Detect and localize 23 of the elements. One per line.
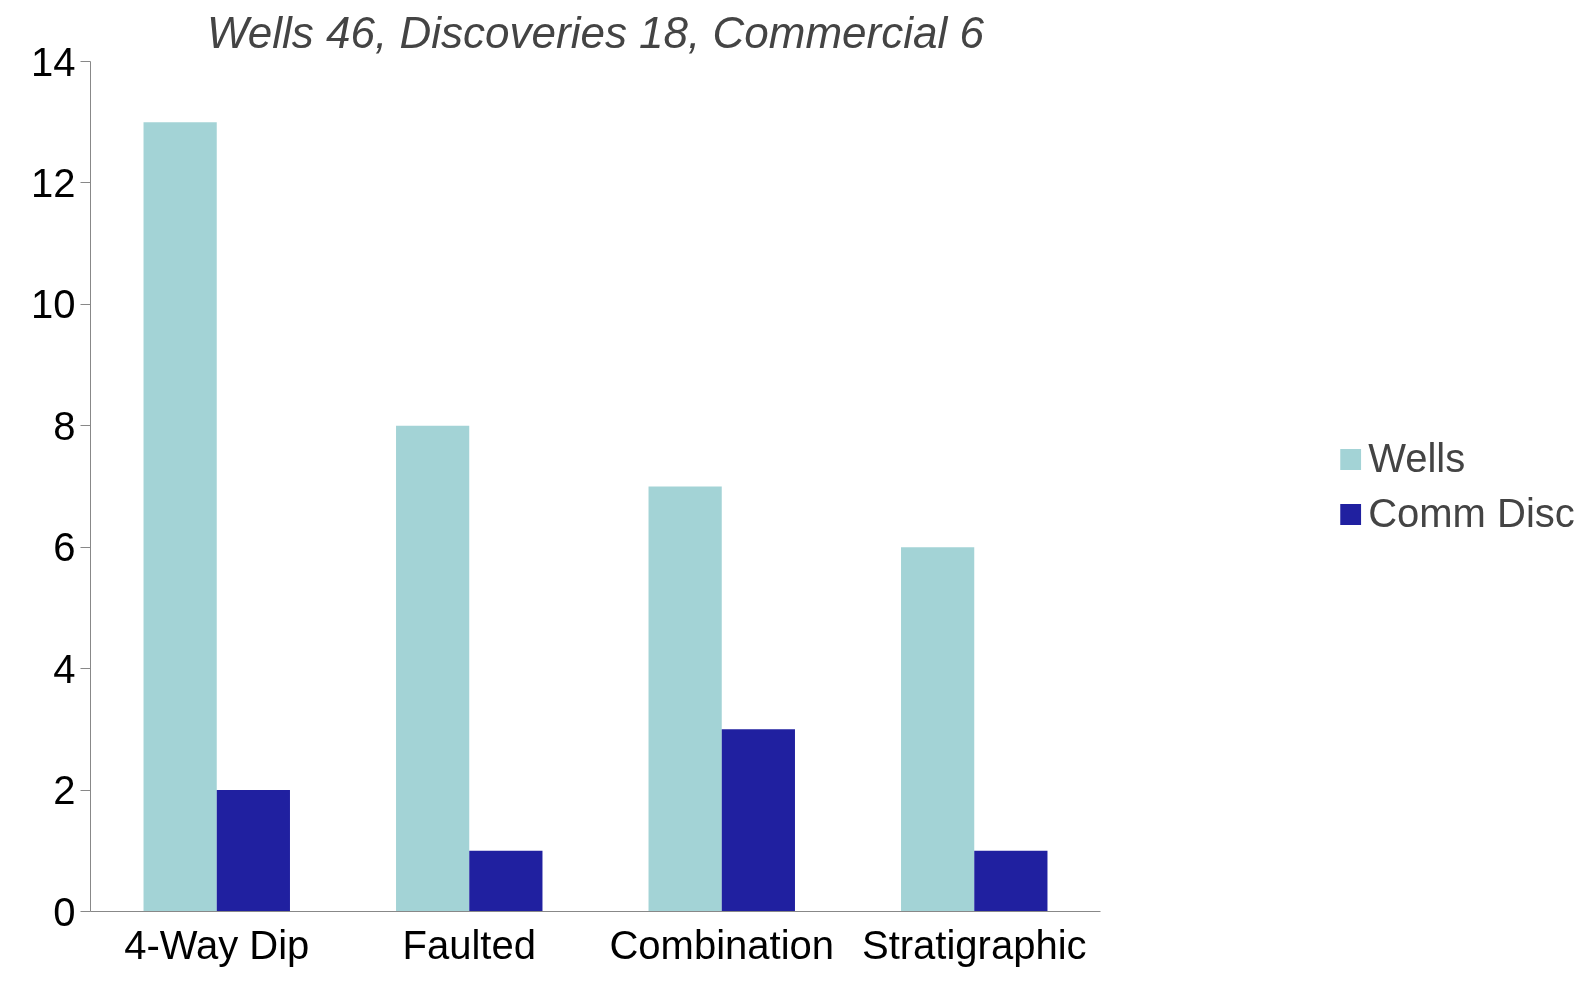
y-tick-label: 12: [31, 160, 76, 205]
bar: [974, 850, 1048, 912]
chart-title: Wells 46, Discoveries 18, Commercial 6: [207, 7, 985, 57]
x-tick-label: 4-Way Dip: [124, 922, 310, 967]
bar: [216, 790, 290, 912]
y-tick-label: 14: [31, 39, 76, 84]
bar: [901, 547, 975, 912]
y-tick-label: 8: [53, 403, 76, 448]
y-tick-label: 10: [31, 282, 76, 327]
y-tick-label: 6: [53, 525, 76, 570]
x-tick-label: Stratigraphic: [861, 922, 1087, 967]
bar: [469, 850, 543, 912]
x-tick-label: Combination: [609, 922, 835, 967]
y-tick-label: 4: [53, 646, 76, 691]
legend-label: Comm Disc: [1368, 491, 1575, 536]
x-tick-label: Faulted: [402, 922, 536, 967]
y-tick-label: 0: [53, 889, 76, 934]
y-tick-label: 2: [53, 768, 76, 813]
bar: [396, 425, 470, 912]
bar: [143, 122, 217, 912]
bar: [721, 729, 795, 912]
legend-label: Wells: [1368, 436, 1466, 481]
bar: [648, 486, 722, 912]
